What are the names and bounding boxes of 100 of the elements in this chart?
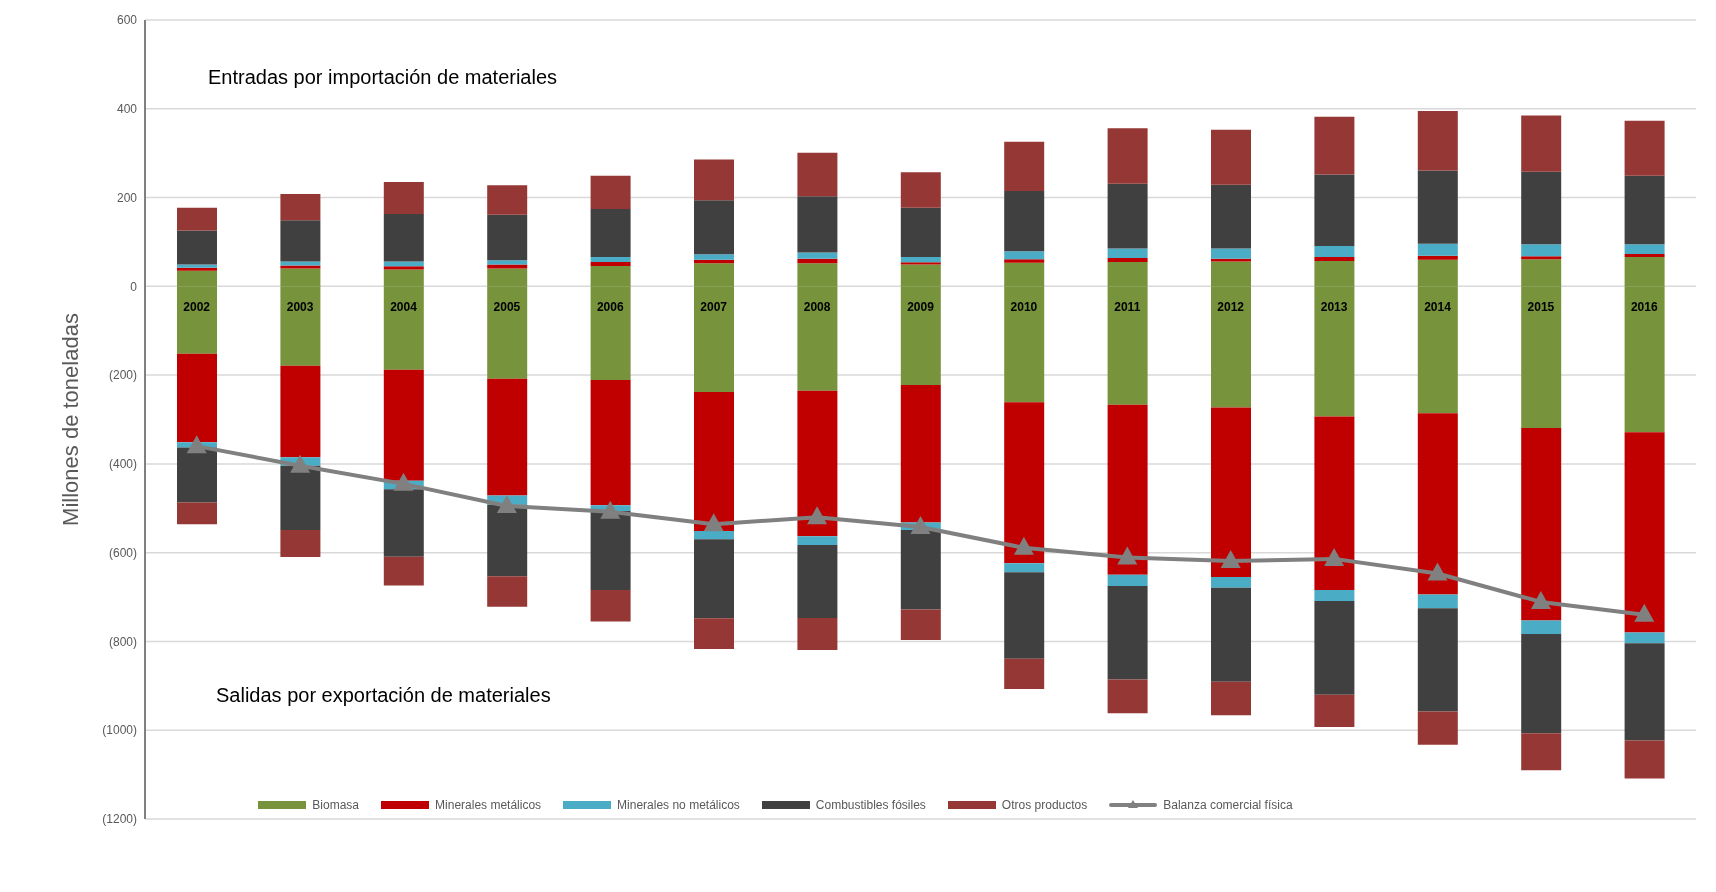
bar: [694, 530, 734, 540]
bar: [1314, 416, 1355, 590]
bar: [1107, 404, 1148, 575]
bar: [1521, 256, 1562, 260]
bar: [1521, 633, 1562, 734]
y-tick-label: (200): [108, 368, 137, 383]
bar: [1314, 257, 1355, 262]
bar: [177, 353, 217, 443]
bar: [1417, 711, 1458, 745]
bar: [1004, 563, 1045, 573]
bar: [1624, 120, 1665, 176]
point: [393, 472, 414, 491]
bar: [1417, 243, 1458, 256]
bar: [1211, 184, 1251, 249]
bar: [383, 556, 424, 586]
legend-label: Balanza comercial física: [1163, 798, 1293, 812]
x-tick-label: 2009: [907, 300, 935, 314]
bar: [487, 214, 528, 261]
bar: [694, 200, 734, 255]
x-tick-label: 2005: [493, 300, 521, 314]
bar: [487, 185, 528, 215]
bar: [797, 258, 838, 264]
y-tick-label: 0: [130, 279, 138, 294]
bar: [177, 502, 217, 525]
annotation: Salidas por exportación de materiales: [216, 684, 551, 707]
y-tick-label: 400: [116, 102, 138, 117]
bar: [1004, 141, 1045, 191]
point: [1220, 550, 1241, 569]
point: [600, 500, 621, 519]
bar: [487, 264, 528, 269]
bar: [383, 266, 424, 270]
bar: [1521, 427, 1562, 621]
bar: [1624, 244, 1665, 254]
bar: [1314, 589, 1355, 602]
legend-label: Minerales metálicos: [435, 798, 542, 812]
x-tick-label: 2012: [1217, 300, 1245, 314]
bar: [1004, 402, 1045, 564]
bar: [1417, 608, 1458, 712]
bar: [1314, 116, 1355, 175]
bar: [590, 589, 631, 622]
bar: [1417, 111, 1458, 171]
point: [1634, 603, 1655, 622]
bar: [1417, 170, 1458, 244]
bar: [487, 260, 528, 265]
bar: [1107, 183, 1148, 249]
bar: [900, 172, 941, 208]
bar: [797, 252, 838, 259]
bar: [1211, 587, 1251, 682]
bar: [1521, 244, 1562, 257]
bar: [280, 261, 321, 266]
bar: [1521, 115, 1562, 172]
bar: [1521, 733, 1562, 771]
y-tick-label: 600: [116, 13, 138, 28]
bar: [487, 378, 528, 496]
bar: [797, 536, 838, 546]
point: [1427, 562, 1448, 581]
bar: [280, 530, 321, 558]
bar: [900, 609, 941, 641]
bar: [1107, 679, 1148, 714]
bar: [1314, 601, 1355, 695]
y-tick-label: (400): [108, 457, 137, 472]
x-tick-label: 2004: [390, 300, 418, 314]
bar: [694, 618, 734, 649]
bar: [1417, 255, 1458, 260]
bar: [1004, 259, 1045, 263]
y-tick-label: 200: [116, 190, 138, 205]
bar: [797, 390, 838, 537]
bar: [280, 265, 321, 269]
bar: [1211, 248, 1251, 259]
bar: [797, 617, 838, 650]
bar: [280, 365, 321, 458]
point: [910, 515, 931, 534]
x-tick-label: 2008: [803, 300, 831, 314]
bar: [1107, 248, 1148, 258]
y-tick-label: (1000): [102, 723, 137, 738]
bar: [383, 369, 424, 481]
bar: [1107, 257, 1148, 262]
bar: [694, 391, 734, 531]
bar: [1004, 251, 1045, 260]
x-tick-label: 2007: [700, 300, 728, 314]
bar: [694, 539, 734, 619]
bar: [1624, 253, 1665, 258]
bar: [383, 489, 424, 557]
x-tick-label: 2003: [286, 300, 314, 314]
bar: [1624, 643, 1665, 741]
bar: [590, 261, 631, 266]
legend-label: Combustibles fósiles: [815, 798, 926, 812]
bar: [694, 254, 734, 260]
bar: [1004, 572, 1045, 659]
annotation: Entradas por importación de materiales: [208, 66, 558, 89]
bar: [383, 182, 424, 214]
point: [496, 495, 517, 514]
bar: [177, 207, 217, 231]
y-tick-label: (600): [108, 545, 137, 560]
point: [807, 506, 828, 525]
bar: [1521, 171, 1562, 245]
bar: [900, 262, 941, 265]
bar: [1107, 585, 1148, 680]
bar: [487, 504, 528, 577]
bar: [590, 175, 631, 210]
